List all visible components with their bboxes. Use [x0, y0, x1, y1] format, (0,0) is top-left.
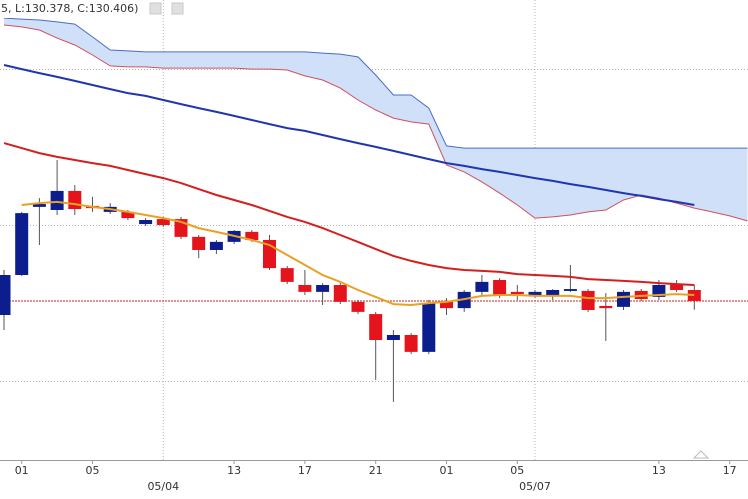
moving-average: [3, 142, 695, 286]
candle-body: [475, 281, 489, 292]
candle-body: [369, 314, 383, 340]
date-label: 05/04: [147, 480, 179, 493]
candle-body: [121, 211, 135, 219]
candle-body: [280, 268, 294, 282]
x-tick-label: 05: [86, 464, 100, 477]
moving-average: [21, 200, 695, 307]
x-tick-label: 21: [369, 464, 383, 477]
candle-body: [333, 285, 347, 302]
candle-body: [652, 285, 666, 297]
candle-body: [50, 190, 64, 210]
candle-body: [139, 220, 153, 225]
x-tick-label: 13: [227, 464, 241, 477]
candle-body: [32, 204, 46, 207]
cloud-area: [4, 18, 748, 221]
candle-body: [316, 285, 330, 292]
candle-body: [440, 301, 453, 309]
candle-body: [687, 290, 701, 301]
candle-body: [156, 219, 170, 225]
candle-body: [617, 291, 630, 307]
x-tick-label: 13: [652, 464, 666, 477]
candle-body: [422, 303, 436, 352]
candle-body: [68, 190, 82, 210]
x-tick-label: 17: [723, 464, 737, 477]
candle-body: [298, 285, 312, 292]
plot: [0, 0, 748, 460]
header-bg: [0, 0, 146, 18]
candle-body: [528, 291, 542, 296]
candle-body: [581, 290, 595, 310]
cloud-upper: [3, 17, 748, 149]
candle-body: [386, 335, 400, 340]
icon-button[interactable]: [149, 2, 162, 15]
x-tick-label: 01: [440, 464, 454, 477]
header: 5, L:130.378, C:130.406): [1, 2, 138, 15]
candle-body: [510, 291, 524, 295]
candle-body: [563, 289, 577, 291]
x-tick-label: 05: [510, 464, 524, 477]
candle-body: [404, 335, 418, 352]
x-tick-label: 17: [298, 464, 312, 477]
icon-button[interactable]: [171, 2, 184, 15]
candle-body: [351, 301, 365, 312]
candle-body: [670, 284, 684, 290]
x-tick-label: 01: [15, 464, 29, 477]
cloud-lower: [3, 24, 748, 222]
candle-body: [15, 213, 29, 275]
candle-body: [493, 280, 507, 295]
candle-body: [245, 231, 259, 240]
candle-body: [599, 305, 613, 309]
candle-body: [192, 236, 206, 250]
moving-average: [3, 64, 695, 206]
candle-body: [546, 290, 560, 295]
candle-body: [209, 241, 223, 250]
scroll-marker[interactable]: [692, 450, 710, 459]
date-label: 05/07: [519, 480, 551, 493]
candle-body: [0, 275, 11, 315]
